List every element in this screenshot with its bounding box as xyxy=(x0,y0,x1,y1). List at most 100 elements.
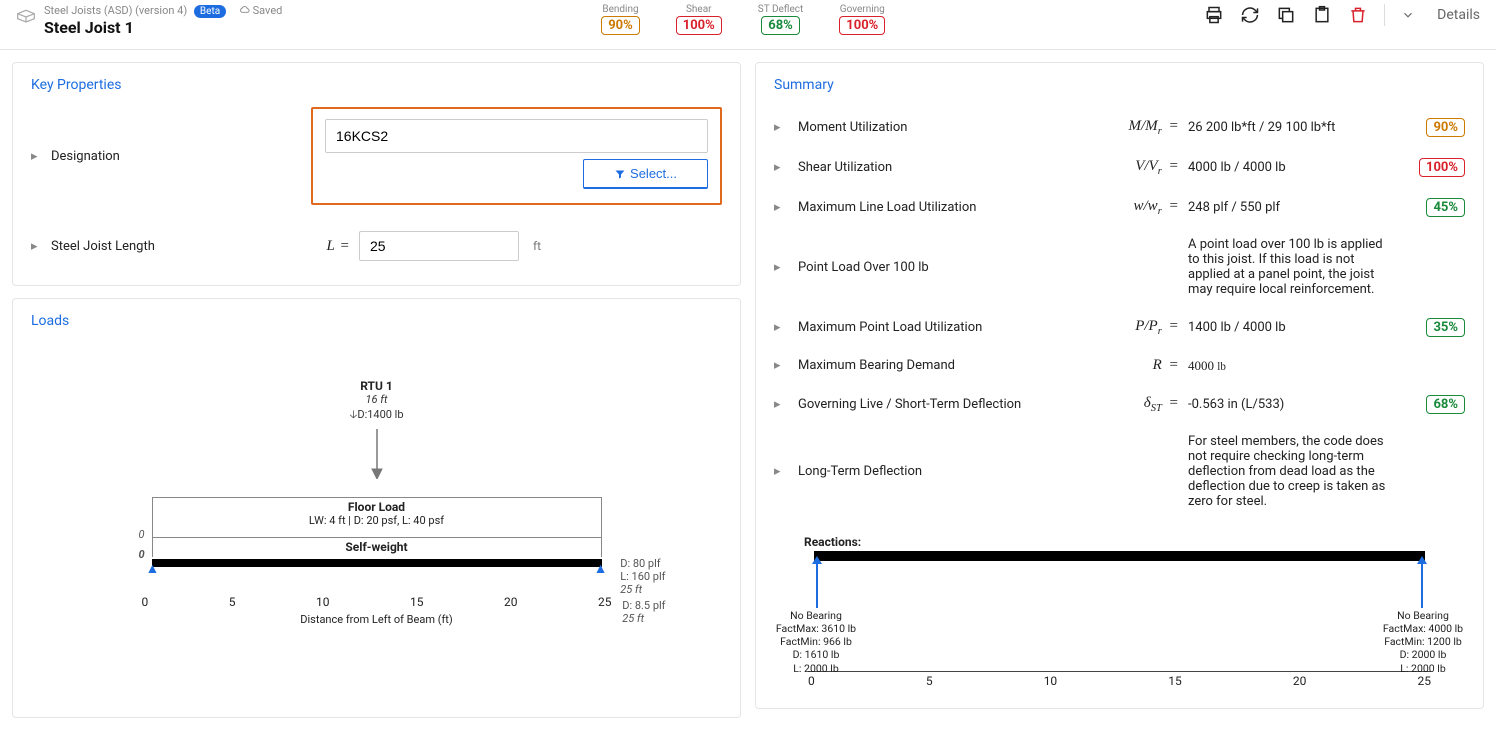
designation-input[interactable] xyxy=(325,119,708,153)
summary-value: 4000 lb xyxy=(1188,358,1395,374)
length-row: ▸ Steel Joist Length L = ft xyxy=(31,231,722,261)
summary-value: 26 200 lb*ft / 29 100 lb*ft xyxy=(1188,120,1395,135)
summary-row: ▸ Moment Utilization M/Mr = 26 200 lb*ft … xyxy=(774,107,1465,147)
summary-row: ▸ Maximum Line Load Utilization w/wr = 24… xyxy=(774,187,1465,227)
topbar: Steel Joists (ASD) (version 4) Beta Save… xyxy=(0,0,1496,50)
reactions-title: Reactions: xyxy=(804,535,1465,549)
summary-symbol: w/wr = xyxy=(1068,198,1178,217)
summary-value: For steel members, the code does not req… xyxy=(1188,434,1395,509)
caret-icon[interactable]: ▸ xyxy=(774,200,784,215)
caret-icon[interactable]: ▸ xyxy=(774,120,784,135)
paste-icon[interactable] xyxy=(1312,5,1332,25)
reactions-diagram: Reactions: No BearingFactMax: 3610 lbFac… xyxy=(774,535,1465,688)
summary-panel: Summary ▸ Moment Utilization M/Mr =26 20… xyxy=(755,62,1484,709)
reactions-axis: 0510152025 xyxy=(808,671,1431,688)
summary-symbol: M/Mr = xyxy=(1068,118,1178,137)
toolbar: Details xyxy=(1204,4,1480,26)
floor-load-subtitle: LW: 4 ft | D: 20 psf, L: 40 psf xyxy=(153,514,601,527)
indicator-label: Governing xyxy=(839,4,885,15)
caret-icon[interactable]: ▸ xyxy=(31,149,41,164)
floor-load-zero: 0 xyxy=(139,528,145,541)
summary-symbol: P/Pr = xyxy=(1068,318,1178,337)
floor-load-side: D: 80 plf L: 160 plf 25 ft xyxy=(620,557,665,597)
trash-icon[interactable] xyxy=(1348,5,1368,25)
indicator-badge: 100% xyxy=(676,16,722,35)
summary-label: Shear Utilization xyxy=(798,160,1058,175)
designation-highlight: Select... xyxy=(311,107,722,205)
summary-symbol: V/Vr = xyxy=(1068,158,1178,177)
indicator-badge: 100% xyxy=(839,16,885,35)
select-button[interactable]: Select... xyxy=(583,159,708,189)
loads-axis-label: Distance from Left of Beam (ft) xyxy=(92,613,662,626)
indicator-label: Bending xyxy=(601,4,640,15)
left-support-icon: ▲ xyxy=(146,560,160,577)
summary-label: Maximum Bearing Demand xyxy=(798,358,1058,373)
indicator-st-deflect: ST Deflect 68% xyxy=(758,4,804,35)
axis-tick: 25 xyxy=(1417,674,1431,688)
selfweight-box: Self-weight 0 xyxy=(152,537,602,557)
summary-label: Point Load Over 100 lb xyxy=(798,260,1058,275)
print-icon[interactable] xyxy=(1204,5,1224,25)
axis-tick: 10 xyxy=(1044,674,1058,688)
summary-row: ▸ Point Load Over 100 lb A point load ov… xyxy=(774,227,1465,307)
reactions-bar: No BearingFactMax: 3610 lbFactMin: 966 l… xyxy=(814,551,1425,561)
indicator-label: Shear xyxy=(676,4,722,15)
caret-icon[interactable]: ▸ xyxy=(774,358,784,373)
point-load-name: RTU 1 xyxy=(92,379,662,393)
summary-badge: 45% xyxy=(1426,198,1465,217)
designation-label: Designation xyxy=(51,149,301,164)
point-load-pos: 16 ft xyxy=(92,393,662,406)
details-button[interactable]: Details xyxy=(1437,7,1480,23)
summary-symbol: δST = xyxy=(1068,395,1178,414)
designation-row: ▸ Designation Select... xyxy=(31,107,722,205)
summary-row: ▸ Governing Live / Short-Term Deflection… xyxy=(774,384,1465,424)
indicator-governing: Governing 100% xyxy=(839,4,885,35)
caret-icon[interactable]: ▸ xyxy=(774,160,784,175)
point-load-mag: 🡣D:1400 lb xyxy=(92,406,662,425)
cloud-icon xyxy=(239,5,250,16)
summary-label: Maximum Point Load Utilization xyxy=(798,320,1058,335)
caret-icon[interactable]: ▸ xyxy=(31,239,41,254)
length-input[interactable] xyxy=(359,231,519,261)
length-label: Steel Joist Length xyxy=(51,239,301,254)
summary-label: Maximum Line Load Utilization xyxy=(798,200,1058,215)
summary-badge: 35% xyxy=(1426,318,1465,337)
point-load-arrow xyxy=(92,429,662,483)
module-name: Steel Joists (ASD) (version 4) xyxy=(44,4,187,17)
joist-icon xyxy=(16,7,36,27)
axis-tick: 25 xyxy=(598,595,612,609)
summary-row: ▸ Maximum Bearing Demand R =4000 lb xyxy=(774,347,1465,384)
axis-tick: 15 xyxy=(1168,674,1182,688)
summary-value: -0.563 in (L/533) xyxy=(1188,397,1395,412)
page-title: Steel Joist 1 xyxy=(44,18,282,39)
summary-label: Moment Utilization xyxy=(798,120,1058,135)
axis-tick: 0 xyxy=(808,674,815,688)
axis-tick: 5 xyxy=(229,595,236,609)
selfweight-title: Self-weight xyxy=(153,540,601,554)
indicator-group: Bending 90% Shear 100% ST Deflect 68% Gover… xyxy=(601,4,885,35)
axis-tick: 20 xyxy=(1293,674,1307,688)
indicator-label: ST Deflect xyxy=(758,4,804,15)
summary-label: Governing Live / Short-Term Deflection xyxy=(798,397,1058,412)
refresh-icon[interactable] xyxy=(1240,5,1260,25)
caret-icon[interactable]: ▸ xyxy=(774,397,784,412)
axis-tick: 0 xyxy=(142,595,149,609)
indicator-bending: Bending 90% xyxy=(601,4,640,35)
floor-load-box: Floor Load LW: 4 ft | D: 20 psf, L: 40 p… xyxy=(152,497,602,537)
caret-icon[interactable]: ▸ xyxy=(774,260,784,275)
beta-badge: Beta xyxy=(194,5,226,18)
summary-badge: 90% xyxy=(1426,118,1465,137)
axis-tick: 20 xyxy=(504,595,518,609)
selfweight-zero: 0 xyxy=(139,548,145,561)
key-properties-panel: Key Properties ▸ Designation Select... ▸… xyxy=(12,62,741,286)
copy-icon[interactable] xyxy=(1276,5,1296,25)
length-unit: ft xyxy=(533,239,541,253)
summary-value: 248 plf / 550 plf xyxy=(1188,200,1395,215)
right-reaction-values: No BearingFactMax: 4000 lbFactMin: 1200 … xyxy=(1383,609,1463,675)
loads-panel: Loads RTU 1 16 ft 🡣D:1400 lb Floor Load … xyxy=(12,298,741,718)
left-reaction-arrow xyxy=(816,560,818,608)
caret-icon[interactable]: ▸ xyxy=(774,464,784,479)
loads-title: Loads xyxy=(31,313,722,329)
chevron-down-icon[interactable] xyxy=(1401,8,1415,22)
caret-icon[interactable]: ▸ xyxy=(774,320,784,335)
